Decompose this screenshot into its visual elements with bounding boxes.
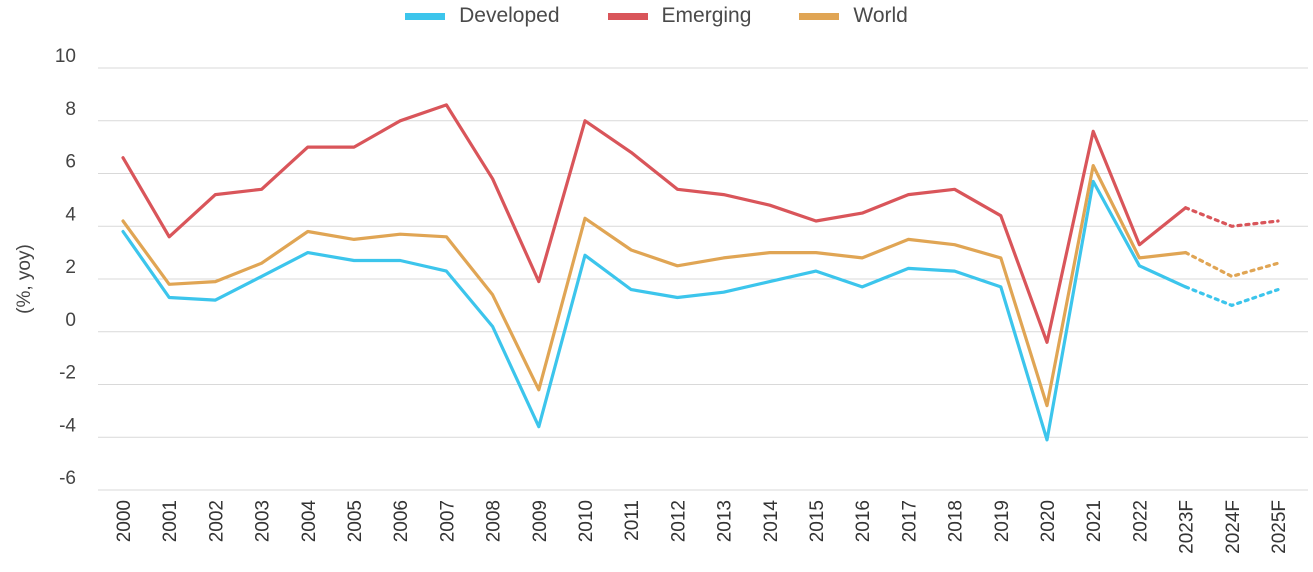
x-tick-label: 2018 xyxy=(946,500,967,542)
x-tick-label: 2020 xyxy=(1038,500,1059,542)
y-axis-title: (%, yoy) xyxy=(14,244,35,314)
legend-item-developed: Developed xyxy=(405,4,560,28)
y-tick-label: 2 xyxy=(65,257,76,278)
chart-legend: Developed Emerging World xyxy=(0,4,1313,28)
x-tick-label: 2016 xyxy=(853,500,874,542)
x-tick-label: 2021 xyxy=(1084,500,1105,542)
x-tick-label: 2015 xyxy=(807,500,828,542)
x-tick-label: 2003 xyxy=(253,500,274,542)
series-line-emerging xyxy=(121,103,1188,344)
x-tick-label: 2024F xyxy=(1223,500,1244,554)
x-tick-label: 2001 xyxy=(160,500,181,542)
legend-swatch-emerging xyxy=(607,12,648,20)
legend-label-emerging: Emerging xyxy=(661,4,752,27)
legend-label-world: World xyxy=(853,4,908,27)
y-tick-label: 10 xyxy=(55,46,76,67)
x-tick-label: 2017 xyxy=(899,500,920,542)
series-line-world xyxy=(121,164,1188,408)
x-tick-label: 2007 xyxy=(437,500,458,542)
x-axis: 2000 2001 2002 2003 2004 2005 2006 2007 2008 2009… xyxy=(114,500,1290,554)
series-lines xyxy=(121,103,1280,442)
y-tick-label: 0 xyxy=(65,310,76,331)
x-tick-label: 2013 xyxy=(715,500,736,542)
x-tick-label: 2014 xyxy=(761,500,782,543)
x-tick-label: 2010 xyxy=(576,500,597,542)
legend-label-developed: Developed xyxy=(459,4,560,27)
series-forecast-emerging xyxy=(1183,206,1280,228)
x-tick-label: 2002 xyxy=(206,500,227,542)
legend-swatch-developed xyxy=(405,12,446,20)
x-tick-label: 2009 xyxy=(530,500,551,542)
y-tick-label: 6 xyxy=(65,152,76,173)
x-tick-label: 2000 xyxy=(114,500,135,542)
x-tick-label: 2011 xyxy=(622,500,643,541)
series-forecast-world xyxy=(1183,251,1280,279)
y-tick-label: -6 xyxy=(59,468,76,489)
series-forecast-developed xyxy=(1183,285,1280,308)
legend-swatch-world xyxy=(799,12,840,20)
y-axis: 10 8 6 4 2 0 -2 -4 -6 (%, yoy) xyxy=(14,46,76,489)
x-tick-label: 2006 xyxy=(391,500,412,542)
legend-item-emerging: Emerging xyxy=(607,4,752,28)
y-tick-label: -4 xyxy=(59,415,76,436)
x-tick-label: 2025F xyxy=(1269,500,1290,554)
grid-lines xyxy=(98,67,1308,491)
legend-item-world: World xyxy=(799,4,908,28)
x-tick-label: 2004 xyxy=(299,500,320,543)
x-tick-label: 2008 xyxy=(484,500,505,542)
x-tick-label: 2022 xyxy=(1130,500,1151,542)
x-tick-label: 2005 xyxy=(345,500,366,542)
x-tick-label: 2019 xyxy=(992,500,1013,542)
y-tick-label: 8 xyxy=(65,99,76,120)
series-line-developed xyxy=(121,179,1188,442)
y-tick-label: -2 xyxy=(59,363,76,384)
x-tick-label: 2023F xyxy=(1177,500,1198,554)
y-tick-label: 4 xyxy=(65,204,76,225)
x-tick-label: 2012 xyxy=(668,500,689,542)
